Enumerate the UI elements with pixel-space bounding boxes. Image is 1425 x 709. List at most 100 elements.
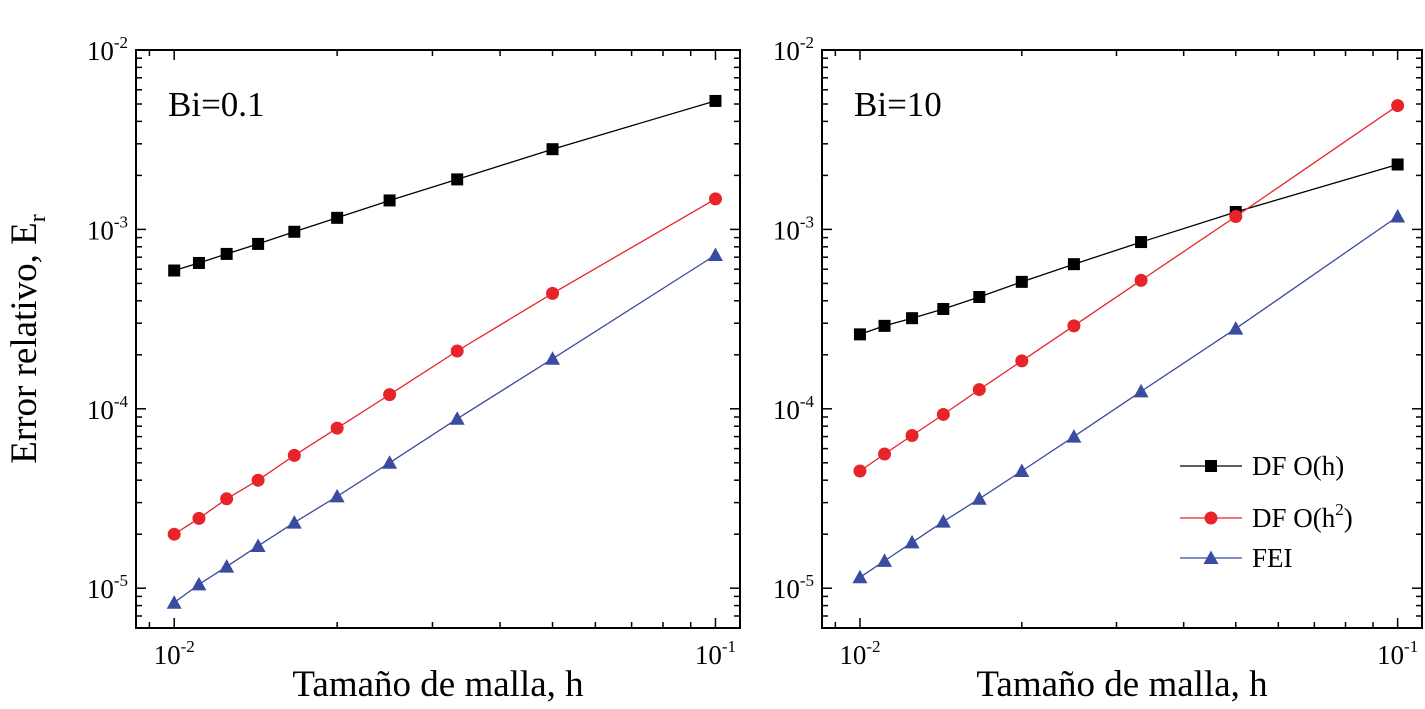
x-tick-label-base: 10 [839, 640, 866, 670]
data-point-triangle [545, 351, 561, 365]
y-tick-label-exp: -5 [800, 571, 814, 590]
data-point-square [878, 319, 891, 332]
x-tick-label-base: 10 [1377, 640, 1404, 670]
data-point-circle [972, 383, 986, 397]
data-point-circle [251, 473, 265, 487]
y-tick-label-exp: -4 [114, 392, 129, 411]
y-tick-label-base: 10 [773, 215, 800, 245]
y-tick-label-exp: -3 [800, 212, 814, 231]
panel-annotation: Bi=10 [854, 85, 942, 124]
series-square [853, 158, 1404, 341]
y-tick-label-exp: -2 [114, 33, 128, 52]
x-tick-label-exp: -2 [181, 637, 195, 656]
data-point-triangle [852, 569, 868, 584]
plot-frame [821, 49, 1423, 629]
panel-annotation: Bi=0.1 [168, 85, 265, 124]
legend-label-text: FEI [1252, 543, 1293, 573]
data-point-square [252, 237, 265, 250]
data-point-square [192, 256, 205, 269]
data-point-square [168, 264, 181, 277]
legend-label: DF O(h2) [1252, 500, 1353, 533]
data-point-circle [1134, 273, 1148, 287]
x-axis-title: Tamaño de malla, h [976, 664, 1268, 704]
data-point-circle [383, 388, 397, 402]
data-point-square [1015, 275, 1028, 288]
y-axis-title-subscript: r [25, 214, 51, 222]
y-tick-label: 10-5 [87, 571, 128, 604]
data-point-triangle [166, 595, 182, 609]
data-point-triangle [250, 538, 266, 552]
legend-marker-triangle [1203, 550, 1219, 564]
x-tick-label: 10-1 [1377, 637, 1418, 670]
data-point-circle [1229, 210, 1243, 224]
legend-marker-circle [1204, 511, 1218, 525]
data-point-square [853, 328, 866, 341]
legend-marker-square [1205, 460, 1217, 472]
series-triangle [852, 209, 1406, 584]
legend-label-superscript: 2 [1335, 500, 1344, 519]
data-point-circle [192, 511, 206, 525]
data-point-square [451, 173, 464, 186]
x-tick-label: 10-2 [839, 637, 880, 670]
data-point-square [383, 194, 396, 207]
data-point-square [220, 247, 233, 260]
y-tick-label: 10-3 [87, 212, 128, 245]
legend-label-suffix: ) [1335, 451, 1344, 481]
plot-frame [135, 49, 741, 629]
data-point-triangle [286, 515, 302, 529]
x-tick-label-exp: -1 [1404, 637, 1418, 656]
data-point-triangle [1014, 463, 1030, 478]
data-point-triangle [935, 514, 951, 528]
data-point-triangle [904, 534, 920, 549]
data-point-square [1067, 258, 1080, 271]
y-tick-label: 10-4 [87, 392, 129, 425]
series-circle [853, 99, 1405, 478]
data-point-triangle [219, 559, 235, 573]
y-tick-label-exp: -3 [114, 212, 128, 231]
data-point-triangle [1066, 429, 1082, 443]
data-point-circle [1067, 319, 1081, 333]
data-point-square [937, 302, 950, 315]
data-point-circle [546, 286, 560, 300]
x-tick-label-exp: -2 [866, 637, 880, 656]
data-point-triangle [877, 553, 893, 567]
data-point-square [973, 290, 986, 303]
x-tick-label-exp: -1 [722, 637, 736, 656]
y-axis-title: Error relativo, Er [4, 214, 51, 463]
y-tick-label: 10-4 [773, 392, 815, 425]
data-point-square [546, 143, 559, 156]
data-point-square [1391, 158, 1404, 171]
y-tick-label-base: 10 [87, 395, 114, 425]
data-point-circle [936, 407, 950, 421]
legend-label: FEI [1252, 543, 1293, 573]
series-line [173, 254, 716, 604]
data-point-triangle [971, 491, 987, 505]
legend-item: DF O(h) [1180, 451, 1344, 481]
data-point-square [331, 211, 344, 224]
y-tick-label-base: 10 [773, 36, 800, 66]
data-point-triangle [382, 455, 398, 469]
x-tick-label-base: 10 [154, 640, 181, 670]
data-point-circle [167, 527, 181, 541]
x-tick-label: 10-1 [695, 637, 736, 670]
y-tick-label-base: 10 [87, 574, 114, 604]
y-tick-label-exp: -5 [114, 571, 128, 590]
legend-item: FEI [1180, 543, 1293, 573]
series-triangle [166, 247, 723, 609]
data-point-square [906, 312, 919, 325]
y-tick-label: 10-3 [773, 212, 814, 245]
legend-label-text: DF O(h [1252, 451, 1336, 481]
series-line [174, 100, 716, 272]
series-line [859, 215, 1398, 578]
data-point-triangle [1228, 321, 1244, 335]
y-tick-label: 10-5 [773, 571, 814, 604]
data-point-circle [220, 492, 234, 506]
series-line [859, 163, 1398, 336]
y-tick-label-base: 10 [87, 36, 114, 66]
y-tick-label-exp: -2 [800, 33, 814, 52]
data-point-circle [330, 421, 344, 435]
data-point-circle [853, 464, 867, 478]
